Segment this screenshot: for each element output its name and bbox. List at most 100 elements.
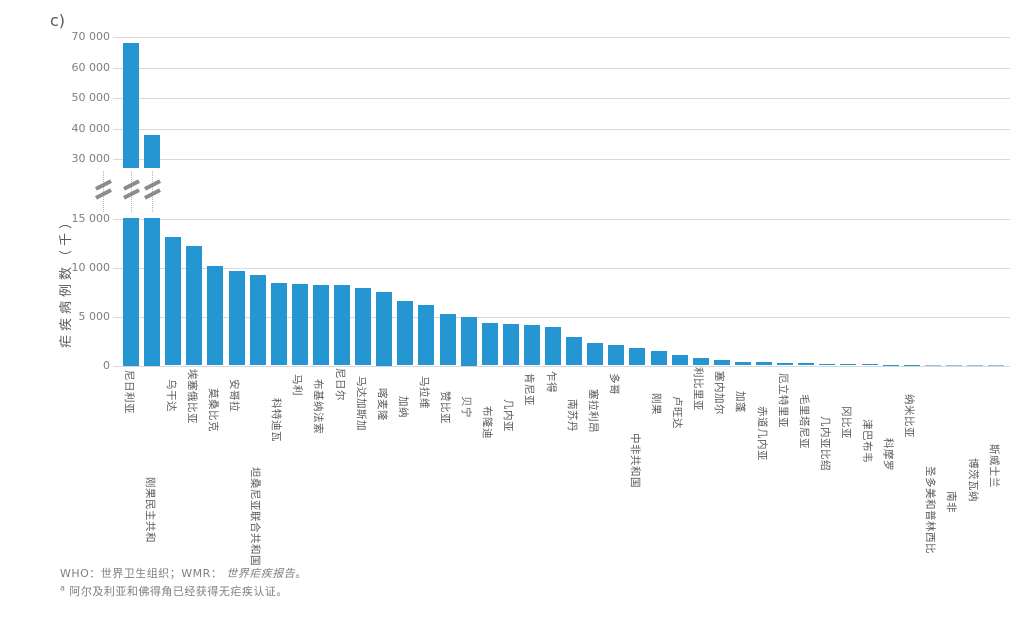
x-axis-category-label: 斯威士兰: [987, 444, 1000, 488]
bar: [186, 245, 203, 366]
x-axis-category-label: 刚果: [650, 393, 662, 415]
bar-upper-segment: [144, 134, 161, 168]
y-tick-label: 30 000: [71, 152, 111, 165]
y-tick-label: 0: [103, 358, 110, 372]
x-axis-category-label: 加纳: [396, 396, 409, 418]
bar: [481, 322, 498, 366]
x-axis-category-label: 布隆迪: [481, 406, 494, 439]
footnote-sources-prefix: WHO：世界卫生组织；WMR：: [60, 567, 227, 580]
x-axis-category-label: 塞拉利昂: [586, 389, 599, 433]
x-axis-category-label: 埃塞俄比亚: [185, 369, 198, 424]
bar: [988, 365, 1005, 367]
bar: [397, 300, 414, 366]
x-axis-category-label: 赤道几内亚: [755, 406, 768, 461]
bar: [249, 275, 266, 366]
footnote-certification: a 阿尔及利亚和佛得角已经获得无疟疾认证。: [60, 583, 288, 599]
bar: [882, 364, 899, 366]
bar: [734, 361, 751, 366]
x-axis-category-label: 肯尼亚: [523, 373, 536, 406]
bar: [798, 363, 815, 366]
x-axis-category-label: 利比里亚: [692, 367, 705, 411]
y-tick-label: 60 000: [71, 60, 111, 74]
x-axis-category-label: 卢旺达: [671, 396, 684, 429]
x-axis-category-label: 南非: [945, 491, 958, 513]
x-axis-category-label: 安哥拉: [228, 379, 240, 412]
bar: [777, 362, 794, 366]
y-axis-title: 疟疾病例数（千）: [59, 211, 74, 348]
bar: [650, 350, 667, 366]
bar: [376, 292, 393, 366]
gridline: [113, 218, 1010, 220]
x-axis-category-label: 津巴布韦: [861, 419, 873, 463]
x-axis-category-label: 毛里塔尼亚: [797, 394, 810, 449]
bar: [671, 355, 688, 366]
x-axis-category-label: 赞比亚: [439, 391, 451, 424]
bar: [165, 237, 182, 366]
x-axis-category-label: 圣多美和普林西比: [924, 466, 937, 554]
gridline: [113, 128, 1010, 130]
bar: [924, 364, 941, 366]
bar: [207, 265, 224, 366]
bar: [608, 344, 625, 366]
bar: [312, 284, 329, 366]
x-axis-category-label: 几内亚比绍: [818, 416, 831, 471]
x-axis-category-label: 加蓬: [734, 391, 747, 413]
gridline: [113, 67, 1010, 69]
bar: [861, 364, 878, 366]
x-axis-category-label: 科特迪瓦: [270, 398, 283, 442]
bar: [713, 359, 730, 366]
bar: [967, 365, 983, 367]
x-axis-category-label: 马达加斯加: [354, 376, 367, 431]
bar: [270, 283, 287, 366]
bar: [291, 284, 308, 366]
gridline: [113, 267, 1010, 269]
bar: [123, 217, 139, 366]
bar: [523, 325, 540, 366]
panel-label: c): [50, 11, 66, 30]
x-axis-category-label: 坦桑尼亚联合共和国: [249, 467, 262, 566]
footnote-sources: WHO：世界卫生组织；WMR： 世界疟疾报告。: [60, 565, 307, 581]
x-axis-category-label: 喀麦隆: [375, 388, 388, 421]
x-axis-category-label: 博茨瓦纳: [966, 458, 979, 502]
bar: [334, 285, 350, 366]
x-axis-category-label: 尼日尔: [333, 368, 346, 401]
x-axis-category-label: 乌干达: [164, 379, 177, 412]
x-axis-category-label: 几内亚: [502, 399, 515, 432]
x-axis-category-label: 刚果民主共和: [143, 477, 156, 543]
x-axis-category-label: 科摩罗: [882, 438, 895, 471]
x-axis-category-label: 南苏丹: [565, 399, 578, 432]
x-axis-category-label: 尼日利亚: [122, 370, 135, 414]
bar: [692, 357, 709, 366]
bar: [355, 288, 372, 366]
x-axis-category-label: 贝宁: [460, 396, 473, 418]
bar: [819, 363, 836, 366]
bar: [228, 271, 245, 366]
footnote-report-title: 世界疟疾报告: [226, 567, 296, 580]
y-tick-label: 5 000: [78, 309, 111, 323]
gridline: [113, 159, 1010, 160]
bar: [460, 316, 477, 366]
x-axis-category-label: 中非共和国: [628, 433, 641, 488]
bar: [587, 342, 604, 366]
bar-upper-segment: [123, 43, 139, 168]
bar: [840, 364, 857, 366]
x-axis-category-label: 塞内加尔: [713, 371, 726, 415]
y-tick-label: 70 000: [71, 30, 111, 43]
bar: [566, 337, 583, 366]
gridline: [113, 316, 1010, 318]
bar: [903, 364, 920, 366]
bar: [629, 347, 646, 366]
bar: [756, 361, 772, 366]
bar: [945, 365, 962, 366]
x-axis-category-label: 多哥: [607, 373, 620, 395]
y-tick-label: 15 000: [71, 211, 111, 225]
x-axis-category-label: 乍得: [544, 371, 557, 393]
x-axis-category-label: 布基纳法索: [312, 379, 325, 434]
x-axis-category-label: 莫桑比克: [206, 388, 219, 432]
x-axis-category-label: 马利: [291, 374, 304, 396]
bar: [502, 324, 519, 366]
gridline: [113, 365, 1010, 367]
x-axis-category-label: 纳米比亚: [903, 394, 916, 438]
gridline: [113, 37, 1010, 38]
